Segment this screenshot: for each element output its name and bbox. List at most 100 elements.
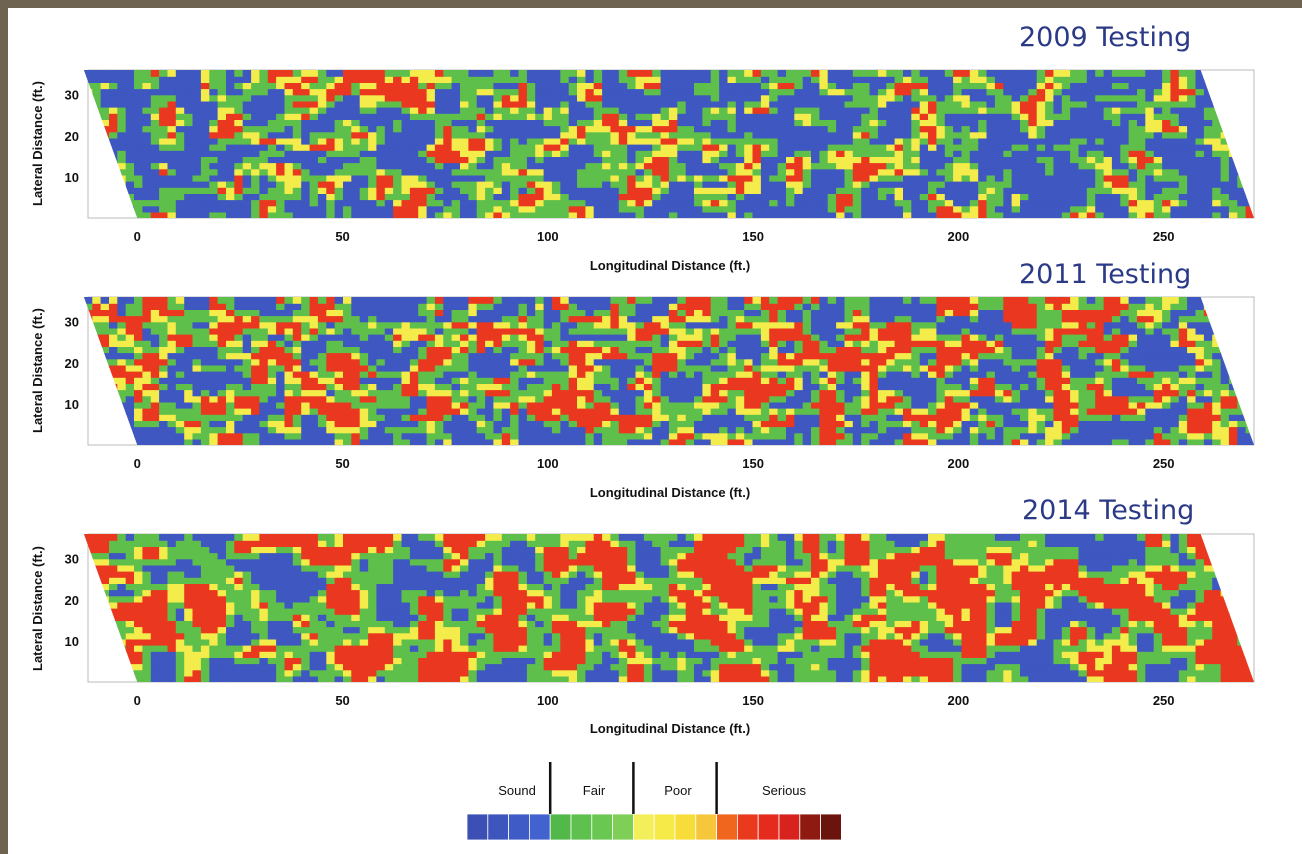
heat-cell xyxy=(844,168,854,176)
heat-cell xyxy=(936,107,946,114)
heat-cell xyxy=(192,389,202,397)
heat-cell xyxy=(1020,377,1029,384)
heat-cell xyxy=(359,193,369,201)
heat-cell xyxy=(593,94,603,102)
heat-cell xyxy=(192,211,202,218)
heat-cell xyxy=(476,383,486,391)
heat-cell xyxy=(1078,438,1088,445)
heat-cell xyxy=(886,76,896,83)
heat-cell xyxy=(969,113,979,120)
heat-cell xyxy=(953,181,963,188)
heat-cell xyxy=(1045,162,1055,170)
heat-cell xyxy=(1103,119,1113,127)
heat-cell xyxy=(184,162,194,170)
heat-cell xyxy=(443,438,453,445)
heat-cell xyxy=(460,150,469,157)
heat-cell xyxy=(1145,408,1155,415)
heat-cell xyxy=(443,113,453,120)
heat-cell xyxy=(409,371,419,378)
heat-cell xyxy=(752,82,762,90)
heat-cell xyxy=(560,389,570,397)
heat-cell xyxy=(1045,181,1055,188)
heat-cell xyxy=(668,426,678,434)
heat-cell xyxy=(117,383,127,391)
heat-cell xyxy=(610,211,620,218)
heat-cell xyxy=(1028,100,1038,108)
heat-cell xyxy=(886,389,896,397)
heat-cell xyxy=(685,137,695,145)
heat-cell xyxy=(593,125,603,133)
heat-cell xyxy=(727,193,737,201)
heat-cell xyxy=(769,438,779,445)
heat-cell xyxy=(451,211,461,218)
heat-cell xyxy=(1061,119,1071,127)
heat-cell xyxy=(543,82,553,90)
heat-cell xyxy=(694,131,703,139)
heat-cell xyxy=(267,389,277,397)
heat-cell xyxy=(568,76,578,83)
heat-cell xyxy=(276,432,286,440)
heat-cell xyxy=(284,137,294,145)
heat-cell xyxy=(786,211,795,218)
heat-cell xyxy=(660,199,670,207)
heat-cell xyxy=(259,408,269,415)
heat-cell xyxy=(434,211,444,218)
heat-cell xyxy=(618,162,628,170)
heat-cell xyxy=(468,181,478,188)
heat-cell xyxy=(610,377,620,384)
heat-cell xyxy=(635,150,645,157)
heat-cell xyxy=(217,414,227,421)
heat-cell xyxy=(769,377,779,384)
heat-cell xyxy=(485,156,495,164)
heat-cell xyxy=(1128,193,1138,201)
heat-cell xyxy=(777,174,787,182)
heat-cell xyxy=(1212,438,1222,445)
heat-cell xyxy=(460,181,469,188)
heat-cell xyxy=(1137,389,1146,397)
heat-cell xyxy=(309,162,319,170)
heat-cell xyxy=(786,389,795,397)
heat-cell xyxy=(1036,377,1046,384)
heat-cell xyxy=(610,82,620,90)
heat-cell xyxy=(359,125,369,133)
heat-cell xyxy=(635,420,645,428)
heat-cell xyxy=(1203,88,1213,96)
heat-cell xyxy=(643,113,653,120)
heat-cell xyxy=(150,371,160,378)
heat-cell xyxy=(526,426,536,434)
heat-cell xyxy=(727,420,737,428)
heat-cell xyxy=(451,119,461,127)
heat-cell xyxy=(142,408,152,415)
heat-cell xyxy=(719,383,729,391)
heat-cell xyxy=(986,70,996,77)
heat-cell xyxy=(326,70,336,77)
heat-cell xyxy=(1053,389,1063,397)
heat-cell xyxy=(961,426,971,434)
heat-cell xyxy=(602,199,612,207)
heat-cell xyxy=(1153,414,1163,421)
heat-cell xyxy=(953,205,963,213)
heat-cell xyxy=(351,389,361,397)
heat-cell xyxy=(685,168,695,176)
heat-cell xyxy=(209,168,219,176)
heat-cell xyxy=(443,199,453,207)
heat-cell xyxy=(652,383,662,391)
heat-cell xyxy=(802,107,812,114)
heat-cell xyxy=(1003,88,1013,96)
heat-cell xyxy=(1061,420,1071,428)
heat-cell xyxy=(334,150,344,157)
heat-cell xyxy=(242,76,252,83)
heat-cell xyxy=(911,395,921,403)
heat-cell xyxy=(234,371,244,378)
heat-cell xyxy=(1153,187,1163,194)
heat-cell xyxy=(485,401,495,409)
heat-cell xyxy=(1070,193,1080,201)
heat-cell xyxy=(986,438,996,445)
heat-cell xyxy=(167,100,177,108)
heat-cell xyxy=(551,107,561,114)
heat-cell xyxy=(602,125,612,133)
heat-cell xyxy=(969,94,979,102)
heat-cell xyxy=(660,144,670,151)
heat-cell xyxy=(844,408,854,415)
heat-cell xyxy=(869,82,879,90)
